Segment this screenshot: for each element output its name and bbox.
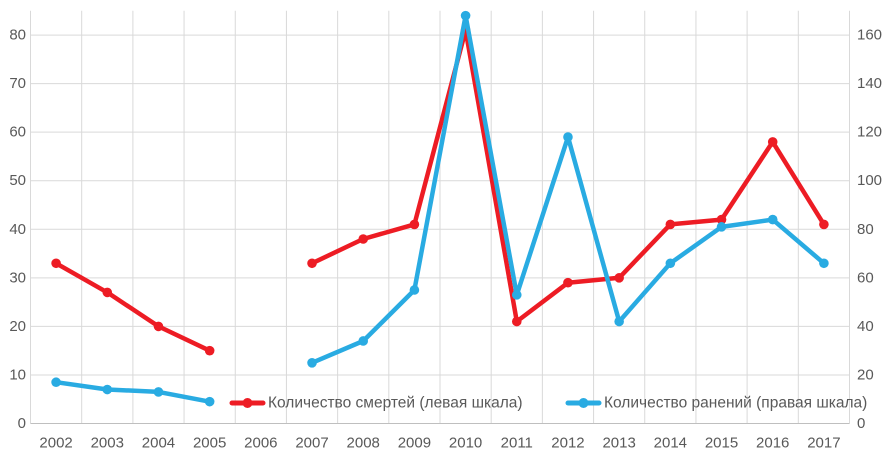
data-point-marker-0 xyxy=(307,258,317,269)
y-axis-right-tick-label: 100 xyxy=(857,172,882,189)
y-axis-right-tick-label: 120 xyxy=(857,124,882,141)
y-axis-right-tick-label: 0 xyxy=(857,415,865,432)
x-axis-tick-label: 2015 xyxy=(705,434,738,451)
series-line-1 xyxy=(53,379,212,404)
data-point-marker-1 xyxy=(819,258,829,269)
x-axis-tick-label: 2002 xyxy=(39,434,72,451)
x-axis-tick-label: 2008 xyxy=(347,434,380,451)
y-axis-left-tick-label: 80 xyxy=(9,27,26,44)
y-axis-right-tick-label: 140 xyxy=(857,75,882,92)
data-point-marker-1 xyxy=(307,358,317,368)
data-point-marker-0 xyxy=(614,273,624,283)
data-point-marker-1 xyxy=(153,387,164,397)
x-axis-tick-label: 2010 xyxy=(449,434,482,451)
data-point-marker-0 xyxy=(511,316,522,327)
x-axis-tick-label: 2013 xyxy=(602,434,635,451)
y-axis-left-tick-label: 60 xyxy=(9,124,26,141)
data-point-marker-0 xyxy=(51,258,61,269)
legend-marker-dot-1 xyxy=(578,398,589,408)
series-line-0 xyxy=(53,261,212,353)
x-axis-tick-label: 2003 xyxy=(91,434,124,451)
legend-label-1: Количество ранений (правая шкала) xyxy=(604,395,867,412)
x-axis-tick-label: 2012 xyxy=(551,434,584,451)
data-point-marker-0 xyxy=(358,234,369,244)
legend-label-0: Количество смертей (левая шкала) xyxy=(268,395,523,412)
y-axis-right-tick-label: 60 xyxy=(857,269,874,286)
y-axis-right-tick-label: 160 xyxy=(857,27,882,44)
data-point-marker-0 xyxy=(563,277,573,288)
data-point-marker-0 xyxy=(767,137,778,147)
data-point-marker-0 xyxy=(153,321,164,332)
y-axis-right-tick-label: 40 xyxy=(857,318,874,335)
data-point-marker-1 xyxy=(614,316,624,327)
y-axis-left-tick-label: 0 xyxy=(18,415,26,432)
x-axis-tick-label: 2016 xyxy=(756,434,789,451)
data-point-marker-1 xyxy=(358,336,369,346)
data-point-marker-0 xyxy=(409,219,420,230)
x-axis-tick-label: 2007 xyxy=(295,434,328,451)
x-axis-tick-label: 2011 xyxy=(501,434,533,451)
legend-marker-dot-0 xyxy=(242,398,253,408)
data-point-marker-1 xyxy=(102,384,113,395)
data-point-marker-1 xyxy=(767,214,778,225)
y-axis-left-tick-label: 40 xyxy=(9,221,26,238)
data-point-marker-0 xyxy=(665,219,676,230)
data-point-marker-1 xyxy=(51,377,61,388)
data-point-marker-0 xyxy=(819,219,829,230)
data-point-marker-0 xyxy=(204,345,215,356)
x-axis-tick-label: 2004 xyxy=(142,434,175,451)
data-point-marker-1 xyxy=(511,290,522,300)
y-axis-left-tick-label: 30 xyxy=(9,269,26,286)
y-axis-left-tick-label: 10 xyxy=(9,366,26,383)
data-point-marker-0 xyxy=(102,287,113,298)
data-point-marker-0 xyxy=(716,214,727,225)
y-axis-right-tick-label: 20 xyxy=(857,366,874,383)
y-axis-right-tick-label: 80 xyxy=(857,221,874,238)
data-point-marker-1 xyxy=(204,396,215,407)
y-axis-left-tick-label: 50 xyxy=(9,172,26,189)
x-axis-tick-label: 2005 xyxy=(193,434,226,451)
data-point-marker-1 xyxy=(460,10,471,21)
y-axis-left-tick-label: 70 xyxy=(9,75,26,92)
x-axis-tick-label: 2017 xyxy=(807,434,840,451)
x-axis-tick-label: 2014 xyxy=(654,434,687,451)
data-point-marker-1 xyxy=(409,285,420,295)
y-axis-left-tick-label: 20 xyxy=(9,318,26,335)
data-point-marker-1 xyxy=(665,258,676,269)
data-point-marker-1 xyxy=(563,132,573,142)
x-axis-tick-label: 2006 xyxy=(244,434,277,451)
data-point-marker-1 xyxy=(716,222,727,232)
x-axis-tick-label: 2009 xyxy=(398,434,431,451)
